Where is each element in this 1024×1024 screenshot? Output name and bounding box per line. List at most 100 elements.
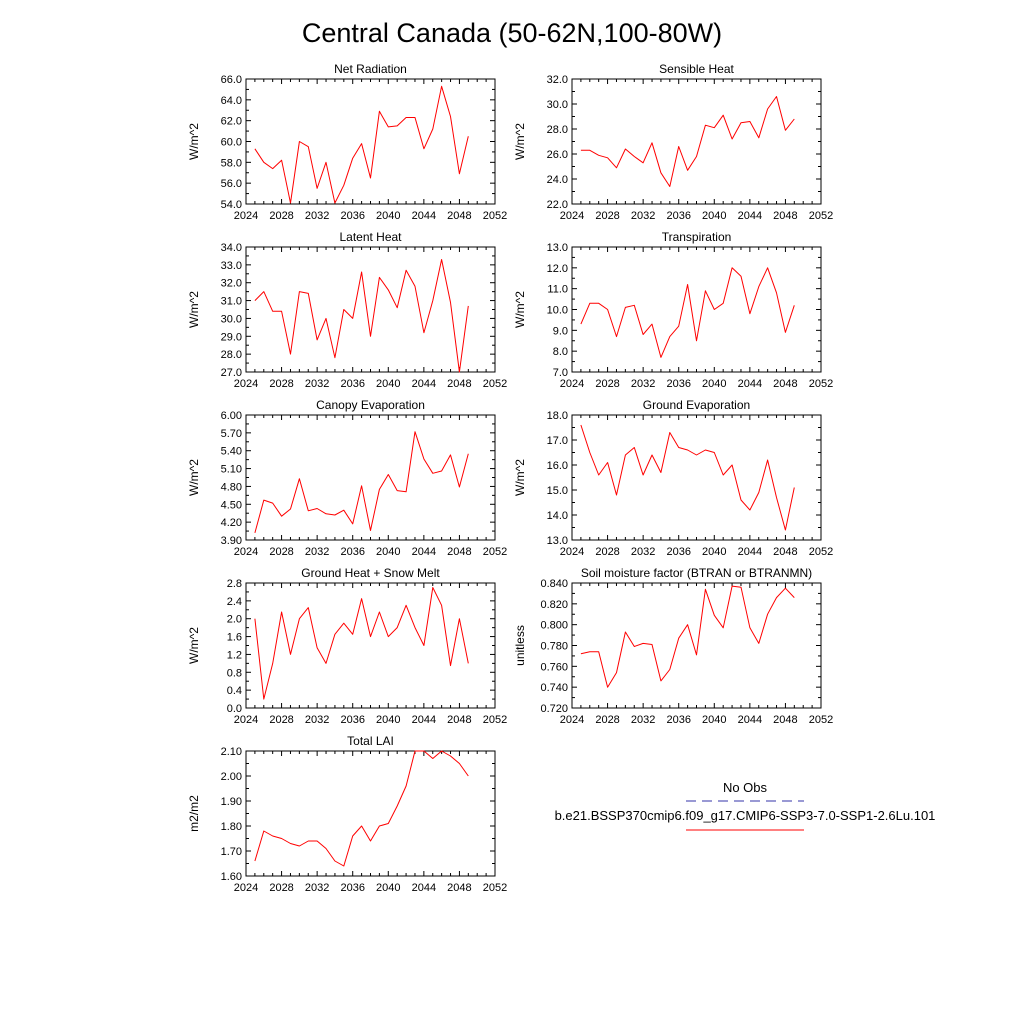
x-tick-label: 2024 bbox=[234, 882, 258, 894]
y-tick-label: 5.40 bbox=[221, 446, 242, 458]
x-tick-label: 2032 bbox=[305, 378, 329, 390]
y-tick-label: 2.8 bbox=[227, 578, 242, 590]
y-tick-label: 14.0 bbox=[547, 510, 568, 522]
x-tick-label: 2028 bbox=[595, 210, 619, 222]
x-tick-label: 2048 bbox=[773, 378, 797, 390]
chart-panel: Canopy Evaporation W/m^2 2024 2028 2032 2036 2… bbox=[187, 398, 507, 558]
x-tick-label: 2040 bbox=[702, 378, 726, 390]
y-tick-label: 18.0 bbox=[547, 410, 568, 422]
x-tick-label: 2048 bbox=[773, 546, 797, 558]
y-tick-label: 58.0 bbox=[221, 157, 242, 169]
x-tick-label: 2044 bbox=[412, 546, 436, 558]
x-tick-label: 2032 bbox=[305, 210, 329, 222]
y-tick-label: 62.0 bbox=[221, 116, 242, 128]
x-tick-label: 2024 bbox=[234, 546, 258, 558]
plot-frame bbox=[571, 582, 822, 709]
chart-panel: Ground Heat + Snow Melt W/m^2 2024 2028 2032… bbox=[187, 566, 507, 726]
y-tick-label: 32.0 bbox=[221, 278, 242, 290]
y-tick-label: 4.20 bbox=[221, 517, 242, 529]
panel-title: Canopy Evaporation bbox=[316, 398, 425, 412]
y-tick-label: 54.0 bbox=[221, 199, 242, 211]
y-tick-label: 0.800 bbox=[540, 620, 568, 632]
y-tick-label: 0.760 bbox=[540, 661, 568, 673]
x-tick-label: 2048 bbox=[447, 714, 471, 726]
x-tick-label: 2052 bbox=[483, 882, 507, 894]
y-tick-label: 26.0 bbox=[547, 149, 568, 161]
x-tick-label: 2052 bbox=[483, 210, 507, 222]
x-tick-label: 2036 bbox=[666, 210, 690, 222]
x-tick-label: 2044 bbox=[412, 882, 436, 894]
y-tick-label: 0.4 bbox=[227, 685, 242, 697]
y-tick-label: 56.0 bbox=[221, 178, 242, 190]
legend-model-label: b.e21.BSSP370cmip6.f09_g17.CMIP6-SSP3-7.… bbox=[555, 808, 936, 823]
y-tick-label: 1.80 bbox=[221, 821, 242, 833]
y-axis-label: W/m^2 bbox=[513, 123, 527, 160]
panel-title: Total LAI bbox=[347, 734, 394, 748]
y-tick-label: 12.0 bbox=[547, 263, 568, 275]
x-tick-label: 2032 bbox=[631, 714, 655, 726]
x-tick-label: 2036 bbox=[340, 546, 364, 558]
data-series-line bbox=[254, 750, 469, 867]
x-tick-label: 2024 bbox=[234, 378, 258, 390]
x-tick-label: 2036 bbox=[666, 378, 690, 390]
x-tick-label: 2028 bbox=[269, 378, 293, 390]
y-tick-label: 1.70 bbox=[221, 846, 242, 858]
data-series-line bbox=[580, 96, 795, 187]
x-tick-label: 2036 bbox=[666, 546, 690, 558]
y-tick-label: 8.0 bbox=[553, 346, 568, 358]
chart-panel: Ground Evaporation W/m^2 2024 2028 2032 2036 2… bbox=[513, 398, 833, 558]
y-tick-label: 0.720 bbox=[540, 703, 568, 715]
chart-panel: Latent Heat W/m^2 2024 2028 2032 2036 2040 2044… bbox=[187, 230, 507, 390]
y-axis-label: W/m^2 bbox=[513, 291, 527, 328]
chart-panel: Sensible Heat W/m^2 2024 2028 2032 2036 2040 20… bbox=[513, 62, 833, 222]
x-tick-label: 2044 bbox=[412, 378, 436, 390]
panel-title: Soil moisture factor (BTRAN or BTRANMN) bbox=[581, 566, 812, 580]
y-tick-label: 0.780 bbox=[540, 641, 568, 653]
data-series-line bbox=[580, 585, 795, 688]
y-tick-label: 1.90 bbox=[221, 796, 242, 808]
x-tick-label: 2032 bbox=[305, 546, 329, 558]
chart-panel: Net Radiation W/m^2 2024 2028 2032 2036 2040 20… bbox=[187, 62, 507, 222]
y-tick-label: 11.0 bbox=[547, 284, 568, 296]
panels: Net Radiation W/m^2 2024 2028 2032 2036 2040 20… bbox=[187, 62, 833, 894]
x-tick-label: 2044 bbox=[412, 210, 436, 222]
data-series-line bbox=[254, 587, 469, 700]
y-axis-label: unitless bbox=[513, 625, 527, 666]
x-tick-label: 2044 bbox=[738, 714, 762, 726]
y-tick-label: 10.0 bbox=[547, 305, 568, 317]
x-tick-label: 2028 bbox=[269, 546, 293, 558]
x-tick-label: 2040 bbox=[702, 210, 726, 222]
y-axis-label: W/m^2 bbox=[187, 627, 201, 664]
x-tick-label: 2040 bbox=[376, 378, 400, 390]
data-series-line bbox=[580, 267, 795, 358]
x-tick-label: 2052 bbox=[809, 378, 833, 390]
x-tick-label: 2036 bbox=[340, 210, 364, 222]
y-tick-label: 1.60 bbox=[221, 871, 242, 883]
y-tick-label: 9.0 bbox=[553, 325, 568, 337]
data-series-line bbox=[580, 424, 795, 531]
x-tick-label: 2032 bbox=[631, 546, 655, 558]
x-tick-label: 2036 bbox=[340, 378, 364, 390]
plot-frame bbox=[245, 78, 496, 205]
plot-frame bbox=[245, 414, 496, 541]
y-tick-label: 24.0 bbox=[547, 174, 568, 186]
plot-frame bbox=[571, 246, 822, 373]
x-tick-label: 2032 bbox=[631, 378, 655, 390]
x-tick-label: 2044 bbox=[412, 714, 436, 726]
y-tick-label: 16.0 bbox=[547, 460, 568, 472]
x-tick-label: 2040 bbox=[376, 882, 400, 894]
y-tick-label: 5.70 bbox=[221, 428, 242, 440]
y-tick-label: 3.90 bbox=[221, 535, 242, 547]
x-tick-label: 2040 bbox=[702, 714, 726, 726]
x-tick-label: 2028 bbox=[595, 546, 619, 558]
y-tick-label: 22.0 bbox=[547, 199, 568, 211]
x-tick-label: 2028 bbox=[269, 714, 293, 726]
x-tick-label: 2024 bbox=[560, 378, 584, 390]
y-tick-label: 2.00 bbox=[221, 771, 242, 783]
x-tick-label: 2052 bbox=[483, 546, 507, 558]
y-axis-label: W/m^2 bbox=[513, 459, 527, 496]
y-tick-label: 0.0 bbox=[227, 703, 242, 715]
y-tick-label: 30.0 bbox=[547, 99, 568, 111]
panel-title: Ground Heat + Snow Melt bbox=[301, 566, 440, 580]
panel-title: Transpiration bbox=[662, 230, 732, 244]
